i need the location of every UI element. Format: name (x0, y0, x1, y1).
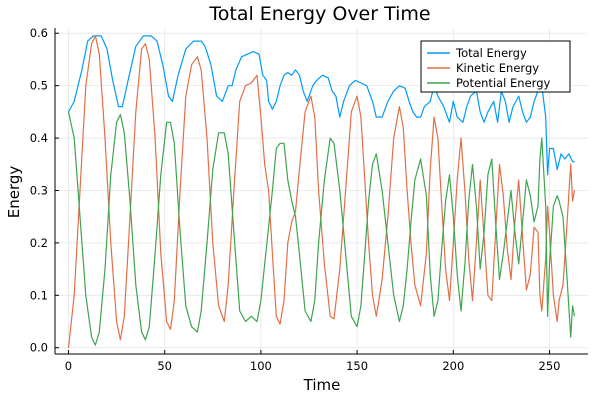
x-tick-label: 100 (250, 359, 272, 373)
y-tick-label: 0.1 (30, 288, 48, 302)
y-tick-label: 0.5 (30, 79, 48, 93)
x-tick-label: 150 (346, 359, 368, 373)
chart-title: Total Energy Over Time (208, 3, 430, 25)
series-line-potential-energy (67, 111, 576, 346)
x-axis-label: Time (303, 376, 341, 394)
y-tick-label: 0.0 (30, 341, 48, 355)
y-tick-label: 0.2 (30, 236, 48, 250)
x-tick-label: 0 (65, 359, 72, 373)
y-tick-label: 0.4 (30, 131, 48, 145)
series-lines (67, 35, 576, 348)
x-tick-label: 50 (157, 359, 172, 373)
ticks: 0 50 100 150 200 250 0.0 0.1 0.2 0.3 0.4 0.5 0.6 (30, 26, 561, 373)
legend-label-kinetic-energy: Kinetic Energy (456, 61, 539, 75)
y-tick-label: 0.6 (30, 26, 48, 40)
legend-label-total-energy: Total Energy (455, 46, 527, 60)
x-tick-label: 200 (442, 359, 464, 373)
legend-label-potential-energy: Potential Energy (456, 76, 550, 90)
y-tick-label: 0.3 (30, 183, 48, 197)
series-line-total-energy (67, 35, 575, 176)
axes (54, 28, 588, 355)
x-tick-label: 250 (539, 359, 561, 373)
y-axis-label: Energy (5, 166, 23, 219)
